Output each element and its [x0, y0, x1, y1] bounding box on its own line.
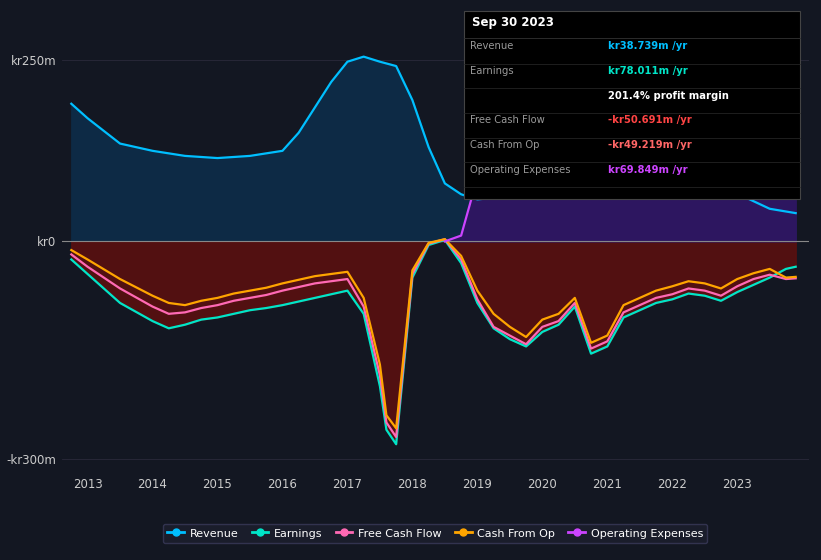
- Text: kr69.849m /yr: kr69.849m /yr: [608, 165, 687, 175]
- Text: Earnings: Earnings: [470, 66, 514, 76]
- Text: kr78.011m /yr: kr78.011m /yr: [608, 66, 687, 76]
- Text: -kr49.219m /yr: -kr49.219m /yr: [608, 140, 691, 150]
- Text: kr38.739m /yr: kr38.739m /yr: [608, 41, 687, 52]
- Text: Revenue: Revenue: [470, 41, 514, 52]
- Text: -kr50.691m /yr: -kr50.691m /yr: [608, 115, 691, 125]
- Legend: Revenue, Earnings, Free Cash Flow, Cash From Op, Operating Expenses: Revenue, Earnings, Free Cash Flow, Cash …: [163, 524, 708, 543]
- Text: Sep 30 2023: Sep 30 2023: [472, 16, 554, 29]
- Text: Free Cash Flow: Free Cash Flow: [470, 115, 545, 125]
- Text: 201.4% profit margin: 201.4% profit margin: [608, 91, 728, 101]
- Text: Operating Expenses: Operating Expenses: [470, 165, 571, 175]
- Text: Cash From Op: Cash From Op: [470, 140, 540, 150]
